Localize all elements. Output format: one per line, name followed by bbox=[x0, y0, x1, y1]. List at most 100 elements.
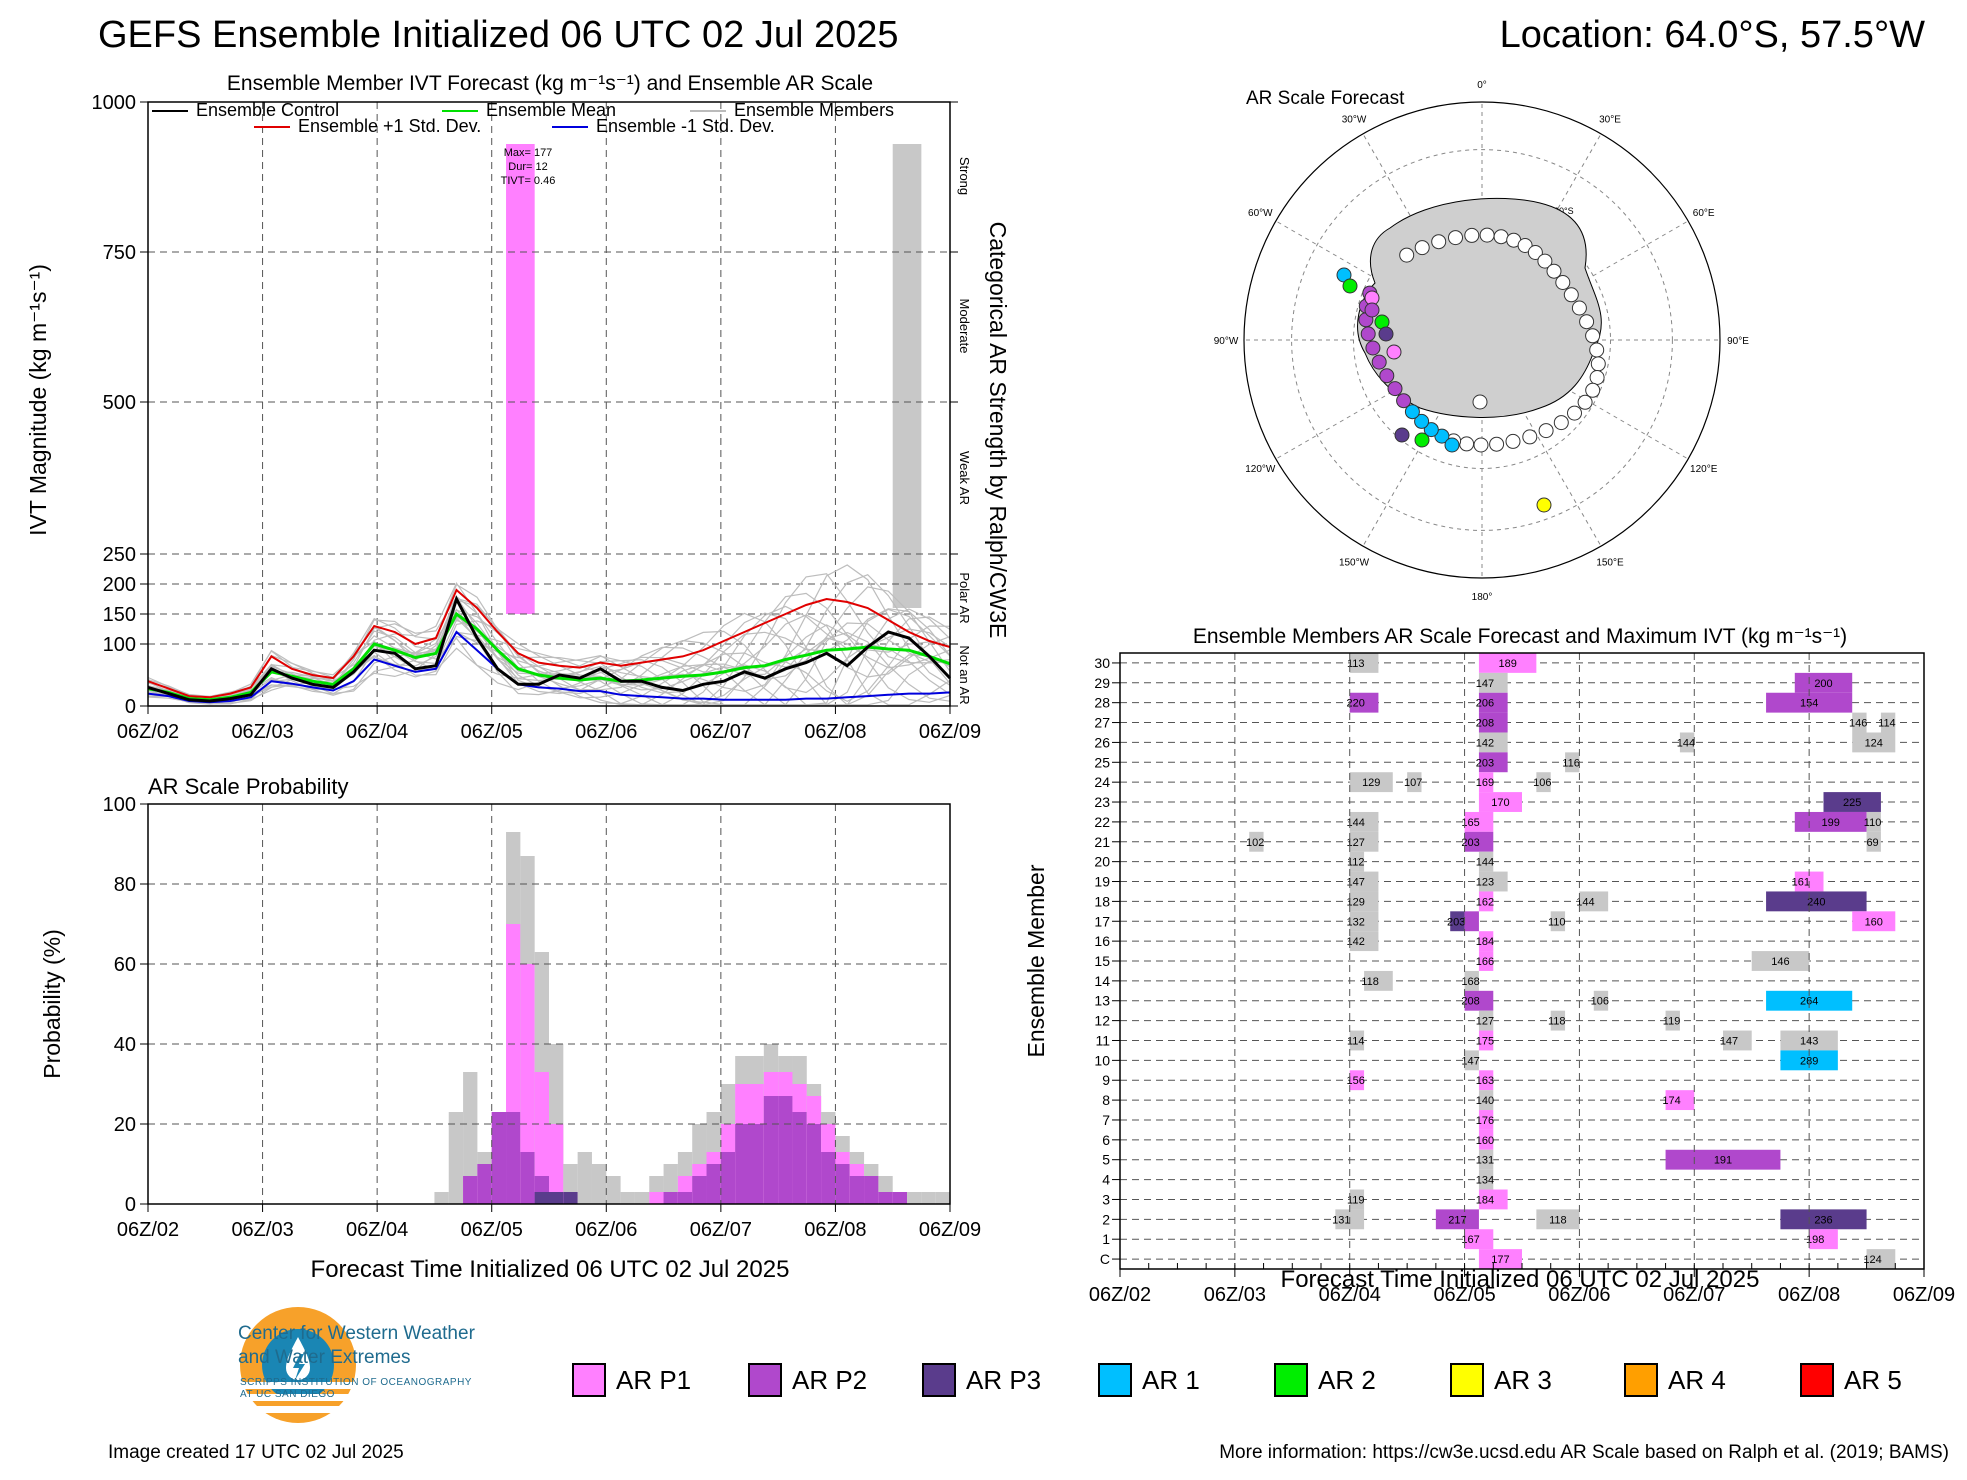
member-event-value: 119 bbox=[1663, 1016, 1681, 1028]
member-event-bar bbox=[1866, 1249, 1896, 1269]
member-xtick-label: 06Z/06 bbox=[1548, 1284, 1610, 1305]
member-event-value: 113 bbox=[1347, 658, 1365, 670]
prob-bar-ar-p3 bbox=[549, 1192, 564, 1204]
member-event-value: 174 bbox=[1662, 1095, 1680, 1107]
member-event-value: 110 bbox=[1548, 916, 1566, 928]
ivt-xtick-label: 06Z/04 bbox=[346, 721, 408, 743]
member-event-bar bbox=[1478, 1189, 1508, 1210]
prob-bar-ar-p2 bbox=[720, 1152, 736, 1204]
member-label: C bbox=[1100, 1251, 1110, 1267]
member-event-value: 114 bbox=[1347, 1035, 1365, 1047]
member-event-value: 156 bbox=[1347, 1075, 1365, 1087]
member-event-bar bbox=[1464, 831, 1494, 852]
member-event-bar bbox=[1478, 1110, 1494, 1130]
prob-bar-other bbox=[606, 1176, 621, 1204]
map-lat-label: 60°S bbox=[1554, 206, 1574, 216]
legend-item-ar-p2: AR P2 bbox=[748, 1362, 867, 1398]
member-event-bar bbox=[1880, 712, 1896, 733]
member-xlabel: Forecast Time Initialized 06 UTC 02 Jul … bbox=[1281, 1266, 1760, 1293]
member-event-value: 142 bbox=[1347, 936, 1365, 948]
map-point bbox=[1404, 404, 1420, 420]
prob-bar-ar-p2 bbox=[763, 1096, 779, 1204]
legend-label: AR 3 bbox=[1494, 1364, 1552, 1395]
member-event-value: 167 bbox=[1461, 1234, 1479, 1246]
map-point bbox=[1479, 227, 1495, 243]
member-label: 14 bbox=[1094, 973, 1110, 989]
member-event-value: 203 bbox=[1461, 837, 1479, 849]
ivt-ytick-label: 150 bbox=[103, 604, 136, 626]
ensemble-member-line bbox=[147, 608, 951, 706]
member-event-bar bbox=[1478, 732, 1508, 753]
member-event-value: 110 bbox=[1864, 817, 1882, 829]
member-event-value: 240 bbox=[1807, 896, 1825, 908]
member-event-bar bbox=[1478, 1030, 1494, 1051]
member-event-value: 69 bbox=[1866, 837, 1878, 849]
prob-bar-ar-p3 bbox=[563, 1192, 578, 1204]
member-event-value: 208 bbox=[1476, 718, 1494, 730]
ivt-chart-title: Ensemble Member IVT Forecast (kg m⁻¹s⁻¹)… bbox=[227, 72, 873, 95]
member-event-bar bbox=[1349, 871, 1379, 892]
map-point bbox=[1473, 437, 1489, 453]
category-polar-ar: Polar AR bbox=[957, 572, 972, 623]
map-point bbox=[1378, 326, 1394, 342]
legend-label: Ensemble -1 Std. Dev. bbox=[596, 116, 775, 136]
member-xtick-label: 06Z/07 bbox=[1663, 1284, 1725, 1305]
member-event-value: 147 bbox=[1347, 877, 1365, 889]
prob-bar-ar-p2 bbox=[792, 1112, 807, 1204]
map-point bbox=[1459, 436, 1475, 452]
member-label: 5 bbox=[1102, 1152, 1110, 1168]
prob-xtick-label: 06Z/06 bbox=[575, 1219, 637, 1241]
prob-xtick-label: 06Z/08 bbox=[804, 1219, 866, 1241]
member-label: 15 bbox=[1094, 953, 1110, 969]
member-event-value: 129 bbox=[1362, 777, 1380, 789]
member-event-value: 146 bbox=[1849, 718, 1867, 730]
member-event-bar bbox=[1349, 1189, 1365, 1210]
ivt-xtick-label: 06Z/03 bbox=[231, 721, 293, 743]
map-point bbox=[1537, 253, 1553, 269]
member-event-bar bbox=[1349, 891, 1379, 912]
member-event-bar bbox=[1665, 1010, 1680, 1031]
ar-annotation: Max= 177 bbox=[504, 147, 553, 159]
prob-bar-ar-p2 bbox=[735, 1124, 750, 1204]
prob-ytick-label: 60 bbox=[114, 954, 136, 976]
member-event-value: 160 bbox=[1476, 1135, 1494, 1147]
member-event-bar bbox=[1349, 911, 1379, 932]
member-event-value: 131 bbox=[1476, 1155, 1494, 1167]
ar-annotation: TIVT= 0.46 bbox=[501, 175, 556, 187]
map-point bbox=[1589, 370, 1605, 385]
member-event-value: 200 bbox=[1814, 678, 1832, 690]
map-point bbox=[1394, 427, 1410, 443]
prob-xtick-label: 06Z/03 bbox=[231, 1219, 293, 1241]
legend-label: AR 2 bbox=[1318, 1364, 1376, 1395]
map-point bbox=[1414, 432, 1430, 448]
member-event-value: 112 bbox=[1347, 857, 1365, 869]
prob-ytick-label: 0 bbox=[125, 1194, 136, 1216]
member-event-value: 199 bbox=[1821, 817, 1839, 829]
member-label: 26 bbox=[1094, 734, 1110, 750]
legend-item-ar-p1: AR P1 bbox=[572, 1362, 691, 1398]
member-event-bar bbox=[1478, 951, 1494, 971]
member-event-value: 116 bbox=[1562, 757, 1580, 769]
legend-item-ar-2: AR 2 bbox=[1274, 1362, 1376, 1398]
legend-item-ar-4: AR 4 bbox=[1624, 1362, 1726, 1398]
member-event-bar bbox=[1852, 732, 1896, 753]
member-label: 29 bbox=[1094, 675, 1110, 691]
member-event-bar bbox=[1364, 970, 1393, 991]
member-label: 25 bbox=[1094, 754, 1110, 770]
map-point bbox=[1489, 436, 1505, 452]
member-event-value: 146 bbox=[1771, 956, 1789, 968]
map-point bbox=[1386, 344, 1402, 360]
prob-bar-other bbox=[634, 1192, 650, 1204]
legend-item-ar-1: AR 1 bbox=[1098, 1362, 1200, 1398]
ivt-ytick-label: 100 bbox=[103, 634, 136, 656]
member-event-bar bbox=[1780, 1050, 1838, 1071]
member-event-value: 118 bbox=[1361, 976, 1379, 988]
member-label: 13 bbox=[1094, 993, 1110, 1009]
member-label: 10 bbox=[1094, 1052, 1110, 1068]
ar-bar-1 bbox=[892, 144, 922, 608]
ivt-ytick-label: 250 bbox=[103, 544, 136, 566]
member-label: 23 bbox=[1094, 794, 1110, 810]
member-label: 6 bbox=[1102, 1132, 1110, 1148]
legend-swatch bbox=[1624, 1363, 1658, 1397]
legend-label: Ensemble Members bbox=[734, 100, 894, 120]
